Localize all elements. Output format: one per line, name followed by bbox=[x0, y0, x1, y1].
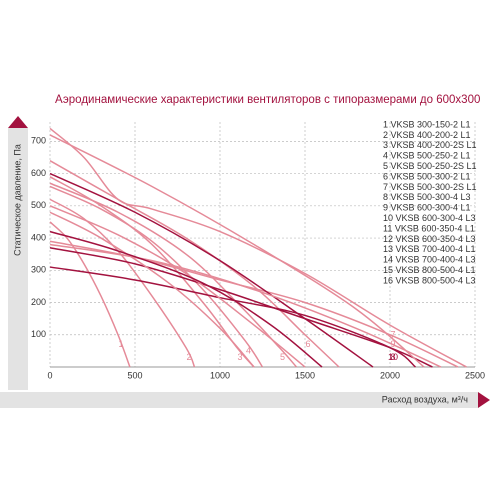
x-tick-label: 2000 bbox=[380, 370, 400, 380]
y-arrow bbox=[8, 116, 28, 128]
y-tick-label: 200 bbox=[31, 297, 46, 307]
x-axis-label: Расход воздуха, м³/ч bbox=[382, 394, 469, 404]
legend-entry: 7 VKSB 500-300-2S L1 bbox=[383, 182, 477, 192]
fan-curve bbox=[49, 127, 467, 368]
legend-entry: 5 VKSB 500-250-2S L1 bbox=[383, 161, 477, 171]
legend-entry: 12 VKSB 600-350-4 L3 bbox=[383, 234, 476, 244]
x-tick-label: 0 bbox=[47, 370, 52, 380]
fan-curve bbox=[49, 160, 340, 368]
fan-curve bbox=[49, 172, 374, 368]
legend-entry: 16 VKSB 800-500-4 L3 bbox=[383, 275, 476, 285]
legend-entry: 4 VKSB 500-250-2 L1 bbox=[383, 151, 471, 161]
curve-label: 8 bbox=[390, 352, 395, 362]
fan-curve bbox=[49, 230, 323, 368]
y-tick-label: 100 bbox=[31, 329, 46, 339]
legend-entry: 14 VKSB 700-400-4 L3 bbox=[383, 255, 476, 265]
curve-label: 1 bbox=[118, 339, 123, 349]
legend-entry: 2 VKSB 400-200-2 L1 bbox=[383, 130, 471, 140]
fan-curve bbox=[49, 134, 425, 368]
curve-label: 10 bbox=[388, 352, 398, 362]
x-arrow bbox=[478, 392, 490, 408]
legend-entry: 6 VKSB 500-300-2 L1 bbox=[383, 171, 471, 181]
y-tick-label: 500 bbox=[31, 200, 46, 210]
y-tick-label: 700 bbox=[31, 136, 46, 146]
curve-label: 7 bbox=[390, 329, 395, 339]
x-tick-label: 2500 bbox=[465, 370, 485, 380]
legend-entry: 1 VKSB 300-150-2 L1 bbox=[383, 119, 471, 129]
fan-curve bbox=[49, 211, 255, 368]
x-tick-label: 1000 bbox=[210, 370, 230, 380]
curve-label: 5 bbox=[280, 352, 285, 362]
legend-entry: 9 VKSB 600-300-4 L1 bbox=[383, 203, 471, 213]
curve-label: 3 bbox=[237, 352, 242, 362]
legend-entry: 11 VKSB 600-350-4 L1 bbox=[383, 223, 475, 233]
fan-curve bbox=[49, 205, 306, 368]
chart-title: Аэродинамические характеристики вентилят… bbox=[55, 94, 480, 106]
fan-curve bbox=[49, 182, 298, 368]
curve-label: 6 bbox=[305, 339, 310, 349]
legend-entry: 3 VKSB 400-200-2S L1 bbox=[383, 140, 477, 150]
legend-entry: 13 VKSB 700-400-4 L1 bbox=[383, 244, 476, 254]
legend-entry: 8 VKSB 500-300-4 L3 bbox=[383, 192, 471, 202]
x-axis-bar bbox=[0, 392, 478, 408]
curve-label: 4 bbox=[246, 346, 251, 356]
legend-entry: 10 VKSB 600-300-4 L3 bbox=[383, 213, 476, 223]
y-tick-label: 300 bbox=[31, 265, 46, 275]
fan-curve bbox=[49, 198, 196, 368]
x-tick-label: 1500 bbox=[295, 370, 315, 380]
y-axis-label: Статическое давление, Па bbox=[12, 144, 22, 256]
x-tick-label: 500 bbox=[127, 370, 142, 380]
fan-curve bbox=[49, 266, 416, 368]
y-axis-bar bbox=[8, 128, 28, 390]
curve-label: 2 bbox=[186, 352, 191, 362]
legend-entry: 15 VKSB 800-500-4 L1 bbox=[383, 265, 476, 275]
y-tick-label: 400 bbox=[31, 232, 46, 242]
fan-curve bbox=[49, 243, 442, 368]
y-tick-label: 600 bbox=[31, 168, 46, 178]
